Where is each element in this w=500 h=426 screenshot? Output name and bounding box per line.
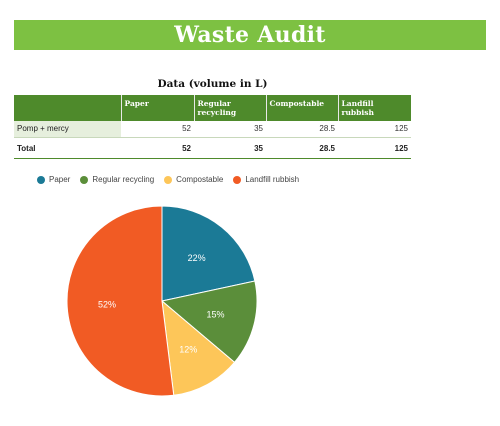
legend-swatch bbox=[80, 175, 89, 184]
pie-data-label: 15% bbox=[206, 309, 224, 319]
legend-label: Compostable bbox=[176, 175, 224, 184]
table-cell: 35 bbox=[194, 121, 266, 138]
table-cell: 52 bbox=[121, 121, 194, 138]
pie-data-label: 12% bbox=[179, 344, 197, 354]
page-title: Waste Audit bbox=[174, 22, 326, 48]
table-cell: 125 bbox=[338, 121, 411, 138]
column-header: Landfill rubbish bbox=[338, 95, 411, 121]
table-cell: 52 bbox=[121, 137, 194, 159]
table-cell: 28.5 bbox=[266, 121, 338, 138]
table-title: Data (volume in L) bbox=[157, 78, 268, 90]
legend-item: Regular recycling bbox=[80, 175, 154, 184]
legend-item: Paper bbox=[37, 175, 70, 184]
table-header-row: Paper Regular recycling Compostable Land… bbox=[14, 95, 411, 121]
table-row-total: Total 52 35 28.5 125 bbox=[14, 137, 411, 159]
legend-item: Landfill rubbish bbox=[233, 175, 299, 184]
pie-slice-compostable bbox=[161, 299, 236, 396]
legend-label: Regular recycling bbox=[92, 175, 155, 184]
table-cell: 35 bbox=[194, 137, 266, 159]
column-header: Compostable bbox=[266, 95, 339, 121]
column-header bbox=[14, 95, 122, 121]
row-label: Pomp + mercy bbox=[14, 121, 121, 138]
pie-data-label: 52% bbox=[98, 299, 116, 309]
pie-slice-paper bbox=[161, 205, 256, 302]
column-header: Paper bbox=[121, 95, 195, 121]
table-cell: 125 bbox=[338, 137, 411, 159]
legend-swatch bbox=[37, 175, 45, 184]
pie-data-label: 22% bbox=[188, 253, 206, 263]
row-label: Total bbox=[14, 137, 121, 159]
legend-label: Paper bbox=[49, 175, 71, 184]
pie-slice-landfill-rubbish bbox=[66, 205, 175, 397]
chart-legend: Paper Regular recycling Compostable Land… bbox=[37, 175, 309, 184]
legend-label: Landfill rubbish bbox=[245, 175, 300, 184]
column-header: Regular recycling bbox=[194, 95, 267, 121]
legend-swatch bbox=[164, 175, 173, 184]
legend-swatch bbox=[233, 175, 242, 184]
title-banner: Waste Audit bbox=[14, 20, 486, 50]
pie-slice-regular-recycling bbox=[160, 280, 258, 364]
data-table: Paper Regular recycling Compostable Land… bbox=[14, 95, 411, 159]
table-cell: 28.5 bbox=[266, 137, 338, 159]
table-row: Pomp + mercy 52 35 28.5 125 bbox=[14, 121, 411, 138]
legend-item: Compostable bbox=[164, 175, 223, 184]
